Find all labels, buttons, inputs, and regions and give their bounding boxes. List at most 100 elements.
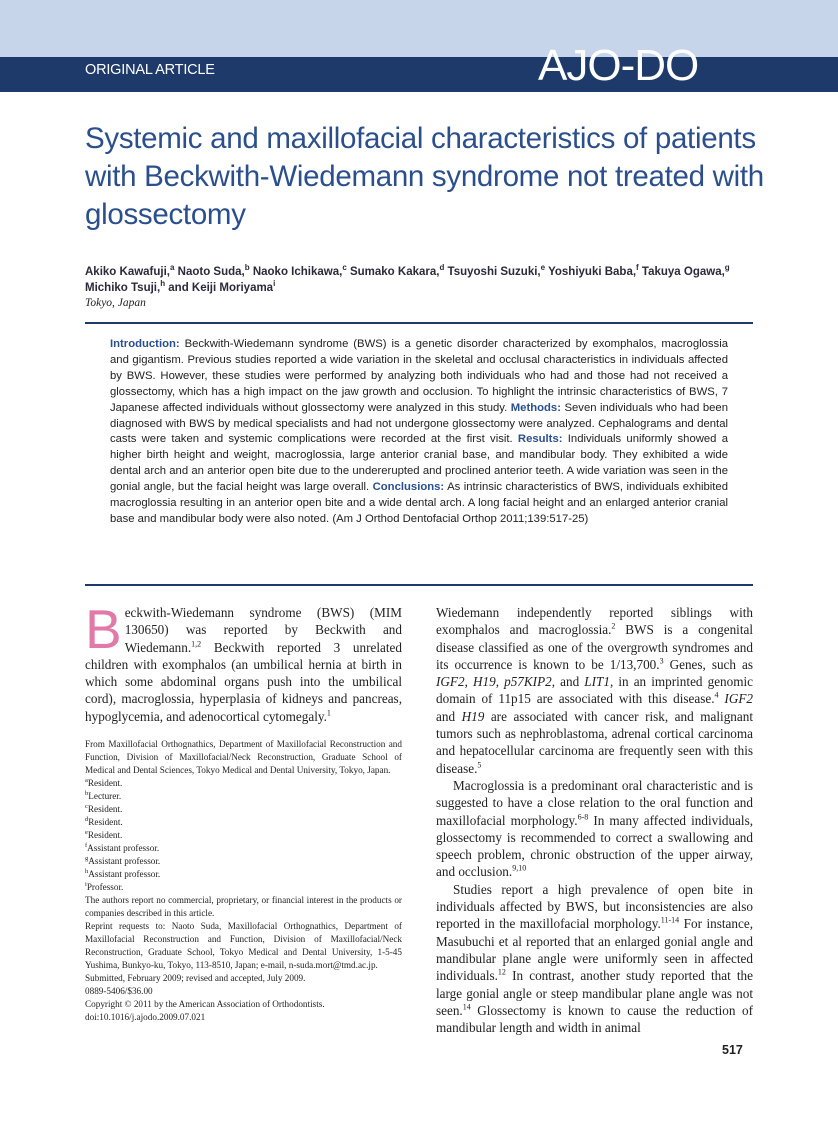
- superscript: e: [540, 263, 546, 273]
- superscript: 4: [714, 691, 719, 701]
- superscript: 12: [497, 967, 506, 977]
- text: For instance, Masubuchi et al reported t…: [436, 916, 753, 984]
- text: Genes, such as: [663, 656, 753, 672]
- footnote: The authors report no commercial, propri…: [85, 894, 402, 920]
- superscript: c: [85, 802, 88, 810]
- text: and Keiji Moriyama: [165, 282, 274, 294]
- text: Professor.: [86, 882, 124, 892]
- superscript: b: [85, 789, 89, 797]
- text: , and: [551, 674, 585, 690]
- text: Submitted, February 2009; revised and ac…: [85, 973, 306, 983]
- text: eckwith-Wiedemann syndrome (BWS) (MIM 13…: [124, 605, 402, 655]
- footnote: iProfessor.: [85, 881, 402, 894]
- superscript: i: [273, 279, 276, 289]
- text: Sumako Kakara,: [346, 266, 440, 278]
- text: Beckwith-Wiedemann syndrome (BWS) is a g…: [110, 338, 728, 414]
- superscript: f: [636, 263, 639, 273]
- italic-text: IGF2: [436, 674, 465, 690]
- superscript: h: [85, 867, 89, 875]
- superscript: 11-14: [660, 915, 680, 925]
- text: Beckwith reported 3 unrelated children w…: [85, 639, 402, 724]
- footnotes: From Maxillofacial Orthognathics, Depart…: [85, 738, 402, 1024]
- rule: [85, 584, 753, 586]
- text: The authors report no commercial, propri…: [85, 895, 402, 918]
- italic-text: p57KIP2: [504, 674, 552, 690]
- footnote: Submitted, February 2009; revised and ac…: [85, 972, 402, 985]
- text: are associated with cancer risk, and mal…: [436, 708, 753, 776]
- text: Lecturer.: [88, 791, 122, 801]
- text: BWS is a congenital disease classified a…: [436, 622, 754, 672]
- right-column: Wiedemann independently reported sibling…: [436, 604, 753, 1036]
- text: From Maxillofacial Orthognathics, Depart…: [85, 739, 402, 775]
- text: 0889-5406/$36.00: [85, 986, 153, 996]
- text: Resident.: [87, 830, 123, 840]
- article-title: Systemic and maxillofacial characteristi…: [85, 122, 764, 231]
- text: Assistant professor.: [88, 869, 161, 879]
- text: Individuals uniformly showed a higher bi…: [110, 433, 728, 494]
- footnote: bLecturer.: [85, 790, 402, 803]
- italic-text: H19: [461, 708, 485, 724]
- footnote: 0889-5406/$36.00: [85, 985, 402, 998]
- text: Copyright © 2011 by the American Associa…: [85, 999, 325, 1009]
- superscript: c: [342, 263, 347, 273]
- text: Reprint requests to: Naoto Suda, Maxillo…: [85, 921, 402, 970]
- footnote: dResident.: [85, 816, 402, 829]
- header-bar: [0, 57, 838, 92]
- text: Yoshiyuki Baba,: [545, 266, 637, 278]
- footnote: Copyright © 2011 by the American Associa…: [85, 998, 402, 1011]
- text: Takuya Ogawa,: [638, 266, 725, 278]
- superscript: b: [244, 263, 250, 273]
- paragraph: Wiedemann independently reported sibling…: [436, 604, 753, 777]
- text: Seven individuals who had been diagnosed…: [110, 401, 728, 446]
- footnote: doi:10.1016/j.ajodo.2009.07.021: [85, 1011, 402, 1024]
- superscript: 2: [611, 621, 616, 631]
- superscript: 6-8: [577, 812, 589, 822]
- text: Tsuyoshi Suzuki,: [444, 266, 541, 278]
- bold-label: Methods:: [510, 401, 561, 414]
- superscript: i: [85, 880, 87, 888]
- rule: [85, 322, 753, 324]
- page-number: 517: [722, 1043, 743, 1057]
- bold-label: Conclusions:: [372, 481, 445, 494]
- drop-cap: B: [85, 598, 122, 660]
- italic-text: IGF2: [724, 691, 753, 707]
- bold-label: Results:: [517, 433, 563, 446]
- superscript: a: [170, 263, 175, 273]
- bold-label: Introduction:: [110, 338, 180, 350]
- text: Assistant professor.: [88, 856, 161, 866]
- footnote: fAssistant professor.: [85, 842, 402, 855]
- footnote: gAssistant professor.: [85, 855, 402, 868]
- italic-text: H19: [472, 674, 496, 690]
- italic-text: LIT1: [584, 674, 610, 690]
- text: Naoto Suda,: [174, 266, 245, 278]
- superscript: d: [85, 815, 89, 823]
- text: Wiedemann independently reported sibling…: [436, 605, 753, 638]
- text: Akiko Kawafuji,: [85, 266, 170, 278]
- footnote: Reprint requests to: Naoto Suda, Maxillo…: [85, 920, 402, 972]
- superscript: g: [724, 263, 730, 273]
- text: doi:10.1016/j.ajodo.2009.07.021: [85, 1012, 206, 1022]
- superscript: 1: [326, 708, 331, 718]
- text: , in an imprinted genomic domain of 11p1…: [436, 674, 754, 707]
- text: Studies report a high prevalence of open…: [436, 881, 753, 932]
- text: In many affected individuals, glossectom…: [436, 812, 754, 880]
- text: Resident.: [88, 817, 123, 827]
- text: ,: [495, 674, 505, 690]
- text: Resident.: [87, 778, 123, 788]
- text: and: [436, 708, 462, 724]
- text: Resident.: [87, 804, 123, 814]
- footnote: eResident.: [85, 829, 402, 842]
- location: Tokyo, Japan: [85, 297, 146, 309]
- paragraph: Studies report a high prevalence of open…: [436, 881, 753, 1037]
- footnote: aResident.: [85, 777, 402, 790]
- journal-logo: AJO-DO: [538, 41, 699, 90]
- authors: Akiko Kawafuji,a Naoto Suda,b Naoko Ichi…: [85, 264, 745, 296]
- text: Naoko Ichikawa,: [249, 266, 343, 278]
- footnote: cResident.: [85, 803, 402, 816]
- superscript: 14: [462, 1002, 471, 1012]
- text: Assistant professor.: [87, 843, 160, 853]
- superscript: h: [160, 279, 166, 289]
- superscript: f: [85, 841, 88, 849]
